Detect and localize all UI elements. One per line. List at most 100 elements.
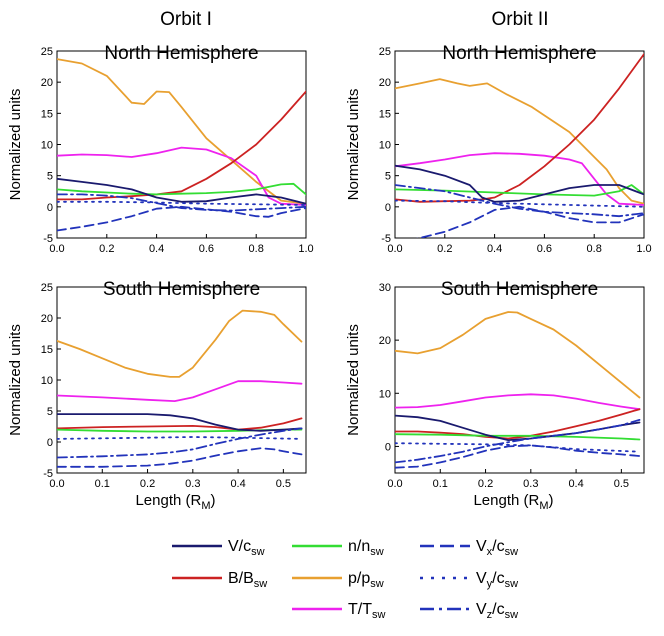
y-tick-label: -5 bbox=[43, 468, 53, 480]
y-axis-label: Normalized units bbox=[7, 324, 24, 436]
panel-title: North Hemisphere bbox=[442, 43, 596, 64]
series-line-vx bbox=[57, 205, 306, 232]
legend-label-p: p/psw bbox=[348, 570, 384, 590]
legend-name: p bbox=[348, 570, 357, 587]
series-line-t bbox=[57, 380, 303, 403]
series-group bbox=[57, 309, 303, 468]
panel-title: South Hemisphere bbox=[441, 279, 598, 300]
series-line-v bbox=[57, 177, 306, 205]
y-tick-label: 10 bbox=[41, 140, 53, 152]
x-tick-label: 0.5 bbox=[614, 478, 629, 490]
series-group bbox=[395, 311, 641, 469]
legend-label-vz: Vz/csw bbox=[476, 601, 518, 621]
legend-name: V bbox=[476, 601, 487, 618]
legend-denominator: n bbox=[361, 538, 370, 555]
legend-slash: / bbox=[239, 538, 244, 555]
x-axis-label-sub: M bbox=[201, 500, 210, 512]
y-tick-label: 30 bbox=[379, 282, 391, 294]
x-tick-label: 0.2 bbox=[140, 478, 155, 490]
x-axis-label-close: ) bbox=[549, 492, 554, 509]
legend-label-b: B/Bsw bbox=[228, 570, 267, 590]
y-tick-label: 5 bbox=[385, 171, 391, 183]
legend-label-t: T/Tsw bbox=[348, 601, 386, 621]
y-tick-label: 0 bbox=[47, 437, 53, 449]
series-line-p bbox=[395, 311, 641, 399]
x-tick-label: 0.2 bbox=[99, 243, 114, 255]
series-line-v bbox=[395, 164, 644, 203]
x-axis-label-main: Length (R bbox=[473, 492, 539, 509]
series-line-v bbox=[57, 413, 303, 432]
x-tick-label: 0.2 bbox=[478, 478, 493, 490]
x-tick-label: 0.3 bbox=[185, 478, 200, 490]
series-line-n bbox=[395, 433, 641, 441]
panel-orbit-2-south: 0.0 0.1 0.2 0.3 0.4 0.5 0 10 20 30 Normalized unit… bbox=[345, 279, 645, 512]
y-tick-label: 20 bbox=[379, 77, 391, 89]
plot-frame bbox=[56, 50, 307, 239]
series-line-t bbox=[395, 393, 641, 411]
series-line-vy bbox=[395, 442, 641, 453]
panel-title: South Hemisphere bbox=[103, 279, 260, 300]
y-tick-label: 15 bbox=[379, 108, 391, 120]
x-tick-label: 0.8 bbox=[587, 243, 602, 255]
x-tick-label: 1.0 bbox=[636, 243, 651, 255]
x-tick-label: 0.0 bbox=[387, 478, 402, 490]
legend-name: n bbox=[348, 538, 357, 555]
y-tick-label: -5 bbox=[43, 233, 53, 245]
legend-denominator-sub: sw bbox=[372, 609, 386, 621]
series-group bbox=[395, 53, 644, 238]
legend-denominator-sub: sw bbox=[505, 546, 519, 558]
y-tick-label: 15 bbox=[41, 344, 53, 356]
x-tick-label: 0.5 bbox=[276, 478, 291, 490]
y-tick-label: 5 bbox=[47, 171, 53, 183]
x-axis-label: Length (RM) bbox=[473, 492, 553, 512]
y-tick-label: 15 bbox=[41, 108, 53, 120]
y-tick-label: 10 bbox=[41, 375, 53, 387]
legend-name-sub: z bbox=[487, 609, 493, 621]
series-line-vy bbox=[57, 436, 303, 440]
legend-slash: / bbox=[239, 570, 244, 587]
legend-slash: / bbox=[357, 570, 362, 587]
x-tick-label: 0.0 bbox=[49, 243, 64, 255]
legend-slash: / bbox=[358, 601, 363, 618]
legend-label-n: n/nsw bbox=[348, 538, 384, 558]
panel-orbit-1-north: 0.0 0.2 0.4 0.6 0.8 1.0 -5 0 5 10 15 20 25 Normalized… bbox=[7, 43, 314, 255]
y-axis-label: Normalized units bbox=[345, 324, 362, 436]
legend-denominator: B bbox=[243, 570, 254, 587]
x-tick-label: 0.1 bbox=[95, 478, 110, 490]
x-tick-label: 0.6 bbox=[199, 243, 214, 255]
series-line-n bbox=[395, 184, 644, 197]
x-tick-label: 0.6 bbox=[537, 243, 552, 255]
x-tick-label: 0.8 bbox=[249, 243, 264, 255]
x-tick-label: 0.1 bbox=[433, 478, 448, 490]
y-tick-label: 20 bbox=[379, 335, 391, 347]
legend-name-sub: x bbox=[487, 546, 493, 558]
y-tick-label: 25 bbox=[41, 282, 53, 294]
series-line-vz bbox=[395, 184, 644, 218]
y-tick-label: 20 bbox=[41, 313, 53, 325]
series-line-vy bbox=[57, 200, 306, 206]
series-line-vx bbox=[416, 205, 644, 238]
y-tick-label: 0 bbox=[385, 202, 391, 214]
plot-frame bbox=[394, 50, 645, 239]
series-line-b bbox=[57, 417, 303, 431]
legend-label-vx: Vx/csw bbox=[476, 538, 518, 558]
y-axis-label: Normalized units bbox=[7, 89, 24, 201]
legend-label-vy: Vy/csw bbox=[476, 570, 518, 590]
legend-name: V bbox=[476, 570, 487, 587]
series-line-vz bbox=[57, 427, 303, 459]
series-line-vy bbox=[395, 199, 644, 208]
x-tick-label: 0.4 bbox=[487, 243, 502, 255]
x-tick-label: 0.4 bbox=[230, 478, 245, 490]
legend-slash: / bbox=[357, 538, 362, 555]
legend-slash: / bbox=[492, 601, 497, 618]
legend-name-sub: y bbox=[487, 578, 493, 590]
legend-denominator: T bbox=[362, 601, 372, 618]
legend-name: B bbox=[228, 570, 239, 587]
legend-denominator-sub: sw bbox=[251, 546, 265, 558]
y-axis-label: Normalized units bbox=[345, 89, 362, 201]
legend-name: T bbox=[348, 601, 358, 618]
series-line-vx bbox=[57, 447, 303, 468]
y-tick-label: 10 bbox=[379, 388, 391, 400]
